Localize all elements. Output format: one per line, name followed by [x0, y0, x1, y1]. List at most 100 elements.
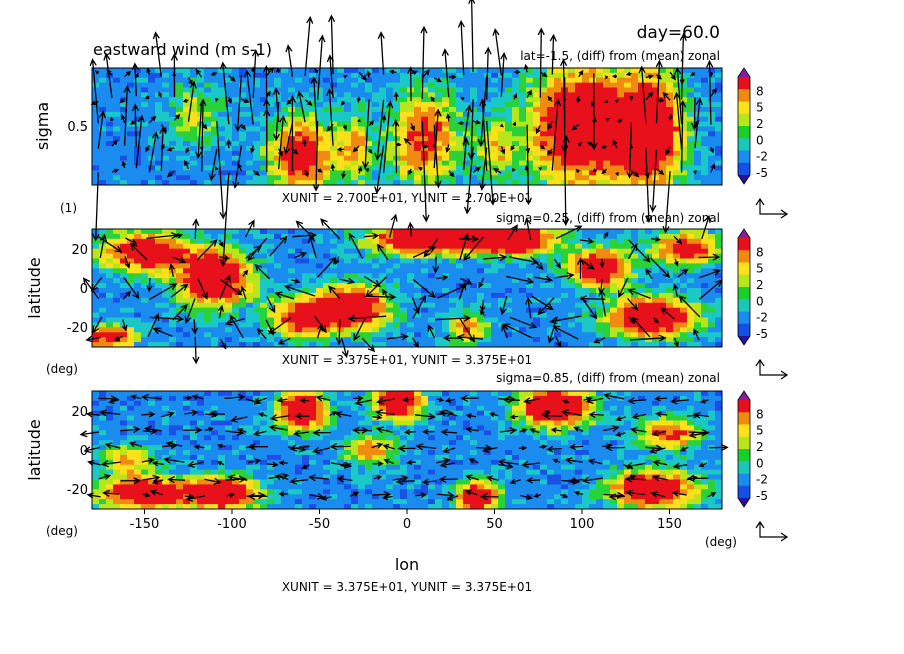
heatmap-cell — [540, 121, 548, 128]
heatmap-cell — [561, 307, 569, 314]
heatmap-cell — [253, 292, 261, 299]
heatmap-cell — [428, 107, 436, 113]
heatmap-cell — [113, 430, 121, 436]
heatmap-cell — [372, 170, 380, 176]
heatmap-cell — [414, 292, 422, 299]
heatmap-cell — [197, 327, 205, 333]
heatmap-cell — [281, 484, 289, 490]
heatmap-cell — [148, 312, 156, 319]
heatmap-cell — [239, 489, 247, 495]
heatmap-cell — [414, 233, 422, 240]
heatmap-cell — [92, 484, 100, 490]
heatmap-cell — [596, 268, 604, 274]
heatmap-cell — [477, 297, 485, 304]
heatmap-cell — [134, 175, 142, 181]
heatmap-cell — [176, 229, 184, 235]
heatmap-cell — [267, 469, 275, 476]
heatmap-cell — [645, 116, 653, 123]
heatmap-cell — [372, 155, 380, 162]
heatmap-cell — [211, 479, 219, 486]
heatmap-cell — [400, 165, 408, 171]
heatmap-cell — [99, 273, 107, 279]
heatmap-cell — [351, 82, 359, 89]
heatmap-cell — [638, 165, 646, 171]
heatmap-cell — [379, 342, 387, 347]
heatmap-cell — [477, 273, 485, 279]
heatmap-cell — [141, 180, 149, 185]
heatmap-cell — [106, 92, 114, 98]
heatmap-cell — [519, 136, 527, 142]
heatmap-cell — [596, 273, 604, 279]
heatmap-cell — [624, 273, 632, 279]
heatmap-cell — [575, 107, 583, 113]
heatmap-cell — [211, 474, 219, 481]
heatmap-cell — [652, 68, 660, 74]
heatmap-cell — [470, 312, 478, 319]
heatmap-cell — [456, 302, 464, 309]
heatmap-cell — [302, 253, 310, 260]
heatmap-cell — [421, 342, 429, 347]
heatmap-cell — [176, 136, 184, 142]
heatmap-cell — [393, 77, 401, 84]
heatmap-cell — [659, 342, 667, 347]
heatmap-cell — [260, 141, 268, 147]
heatmap-cell — [484, 121, 492, 128]
heatmap-cell — [127, 68, 135, 74]
heatmap-cell — [470, 87, 478, 93]
heatmap-cell — [603, 297, 611, 304]
heatmap-cell — [442, 141, 450, 147]
heatmap-cell — [512, 337, 520, 343]
heatmap-cell — [463, 141, 471, 147]
heatmap-cell — [624, 322, 632, 328]
heatmap-cell — [113, 450, 121, 456]
heatmap-cell — [316, 238, 324, 245]
heatmap-cell — [211, 116, 219, 123]
heatmap-cell — [491, 342, 499, 347]
heatmap-cell — [218, 102, 226, 108]
heatmap-cell — [239, 337, 247, 343]
heatmap-cell — [547, 243, 555, 250]
heatmap-cell — [680, 160, 688, 167]
heatmap-cell — [211, 297, 219, 304]
heatmap-cell — [120, 410, 128, 417]
heatmap-cell — [372, 180, 380, 185]
heatmap-cell — [281, 102, 289, 108]
heatmap-cell — [337, 111, 345, 118]
heatmap-cell — [617, 92, 625, 98]
heatmap-cell — [260, 332, 268, 338]
heatmap-cell — [204, 141, 212, 147]
heatmap-cell — [197, 180, 205, 185]
heatmap-cell — [225, 504, 233, 509]
heatmap-cell — [197, 136, 205, 142]
heatmap-cell — [190, 395, 198, 402]
heatmap-cell — [134, 454, 142, 461]
heatmap-cell — [183, 342, 191, 347]
heatmap-cell — [708, 273, 716, 279]
heatmap-cell — [456, 327, 464, 333]
heatmap-cell — [701, 233, 709, 240]
heatmap-cell — [120, 415, 128, 422]
heatmap-cell — [421, 82, 429, 89]
heatmap-cell — [190, 155, 198, 162]
heatmap-cell — [267, 72, 275, 79]
heatmap-cell — [246, 499, 254, 505]
heatmap-cell — [281, 410, 289, 417]
heatmap-cell — [596, 116, 604, 123]
heatmap-cell — [519, 248, 527, 255]
heatmap-cell — [484, 150, 492, 157]
heatmap-cell — [659, 332, 667, 338]
heatmap-cell — [421, 273, 429, 279]
heatmap-cell — [141, 238, 149, 245]
heatmap-cell — [379, 77, 387, 84]
heatmap-cell — [498, 238, 506, 245]
heatmap-cell — [176, 464, 184, 471]
heatmap-cell — [498, 102, 506, 108]
heatmap-cell — [148, 459, 156, 466]
heatmap-cell — [638, 288, 646, 294]
heatmap-cell — [694, 150, 702, 157]
heatmap-cell — [673, 170, 681, 176]
heatmap-cell — [624, 253, 632, 260]
heatmap-cell — [162, 479, 170, 486]
heatmap-cell — [267, 126, 275, 132]
heatmap-cell — [666, 136, 674, 142]
